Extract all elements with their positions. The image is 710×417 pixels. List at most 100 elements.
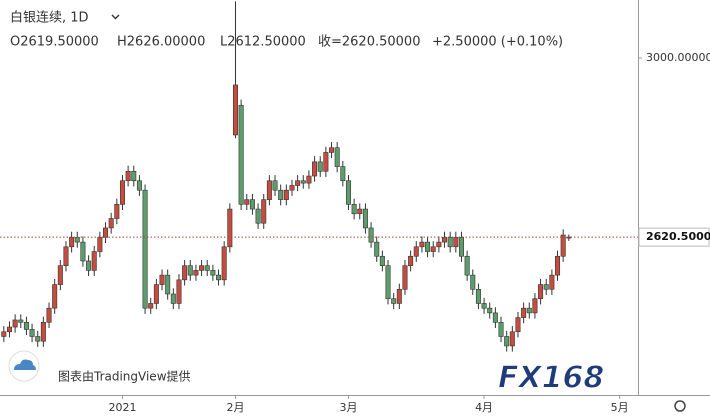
ohlc-value: H2626.00000: [117, 35, 205, 50]
candle-body: [255, 208, 261, 224]
ohlc-legend: O2619.50000 H2626.00000 L2612.50000 收=2620.…: [10, 35, 563, 50]
candle-body: [408, 255, 414, 266]
candle-body: [159, 274, 165, 285]
candle-body: [266, 180, 272, 200]
candle-body: [329, 147, 335, 153]
candle-body: [323, 152, 329, 172]
attribution: 图表由TradingView提供: [58, 369, 191, 384]
candle-body: [447, 237, 453, 248]
candle-body: [193, 270, 199, 276]
candle-body: [261, 199, 267, 224]
candle-body: [249, 199, 255, 210]
candle-body: [515, 317, 521, 333]
candle-body: [182, 265, 188, 281]
candle-body: [125, 171, 131, 182]
x-tick-label: 3月: [339, 401, 357, 414]
candle-body: [498, 322, 504, 337]
candle-body: [487, 307, 493, 314]
candle-body: [23, 322, 29, 330]
y-tick-label: 3000.00000: [646, 51, 710, 64]
candle-body: [40, 322, 46, 342]
candle-body: [543, 284, 549, 290]
candle-body: [481, 303, 487, 309]
candle-body: [555, 255, 561, 276]
candle-body: [108, 218, 114, 229]
fx168-logo: FX168: [498, 361, 604, 396]
candle-body: [232, 84, 238, 136]
candle-body: [148, 303, 154, 309]
candle-body: [142, 189, 148, 309]
candle-body: [475, 288, 481, 304]
candle-body: [306, 175, 312, 184]
candle-body: [289, 185, 295, 191]
candle-body: [458, 237, 464, 257]
candle-body: [18, 319, 24, 323]
candle-body: [12, 319, 18, 328]
candle-body: [63, 246, 69, 266]
candle-body: [69, 237, 75, 248]
chart-title[interactable]: 白银连续, 1D: [10, 10, 89, 26]
settings-icon[interactable]: [674, 400, 686, 412]
candle-body: [526, 307, 532, 314]
candle-body: [131, 171, 137, 182]
candle-body: [221, 246, 227, 281]
x-tick-label: 2月: [226, 401, 244, 414]
plot-area: [1, 1, 572, 352]
candle-body: [52, 284, 58, 309]
candle-body: [538, 284, 544, 300]
ohlc-value: 收=2620.50000: [318, 35, 420, 50]
candle-body: [227, 208, 233, 248]
candle-body: [278, 189, 284, 200]
x-tick-label: 4月: [475, 401, 493, 414]
candle-body: [119, 180, 125, 205]
candle-body: [368, 227, 374, 243]
candle-body: [1, 331, 7, 337]
candle-body: [521, 307, 527, 318]
candle-body: [560, 234, 566, 257]
candle-body: [6, 326, 12, 333]
candle-body: [103, 227, 109, 238]
x-tick-label: 2021: [108, 401, 136, 414]
candle-body: [57, 265, 63, 285]
candle-body: [283, 189, 289, 200]
candle-body: [532, 298, 538, 314]
candle-body: [153, 284, 159, 304]
candle-body: [300, 180, 306, 184]
candle-body: [244, 199, 250, 205]
candle-body: [549, 274, 555, 290]
ohlc-value: O2619.50000: [10, 35, 99, 50]
candle-body: [35, 336, 41, 342]
candle-body: [464, 255, 470, 276]
candle-body: [170, 293, 176, 304]
candle-body: [216, 274, 222, 281]
candle-body: [80, 241, 86, 262]
candle-body: [97, 237, 103, 252]
candle-body: [199, 265, 205, 271]
ohlc-value: L2612.50000: [220, 35, 306, 50]
candle-body: [379, 255, 385, 266]
candle-body: [345, 180, 351, 205]
candle-body: [374, 241, 380, 257]
tradingview-logo: [14, 359, 36, 370]
candle-body: [413, 246, 419, 257]
candle-body: [504, 336, 510, 347]
candle-body: [340, 166, 346, 182]
candle-body: [442, 237, 448, 243]
candle-body: [351, 204, 357, 215]
ohlc-value: +2.50000 (+0.10%): [432, 35, 563, 50]
candle-body: [362, 208, 368, 229]
x-tick-label: 5月: [611, 401, 629, 414]
candle-body: [419, 241, 425, 248]
candle-body: [86, 260, 92, 271]
candle-body: [74, 237, 80, 243]
interval-menu-icon[interactable]: [111, 14, 120, 20]
last-price-label: 2620.50000: [646, 230, 710, 243]
candle-body: [509, 331, 515, 347]
last-price-box: [638, 227, 710, 247]
candle-body: [136, 180, 142, 191]
candle-body: [187, 265, 193, 276]
tradingview-badge[interactable]: 图表由TradingView提供: [8, 350, 191, 384]
candle-body: [357, 208, 363, 215]
candle-body: [312, 161, 318, 177]
